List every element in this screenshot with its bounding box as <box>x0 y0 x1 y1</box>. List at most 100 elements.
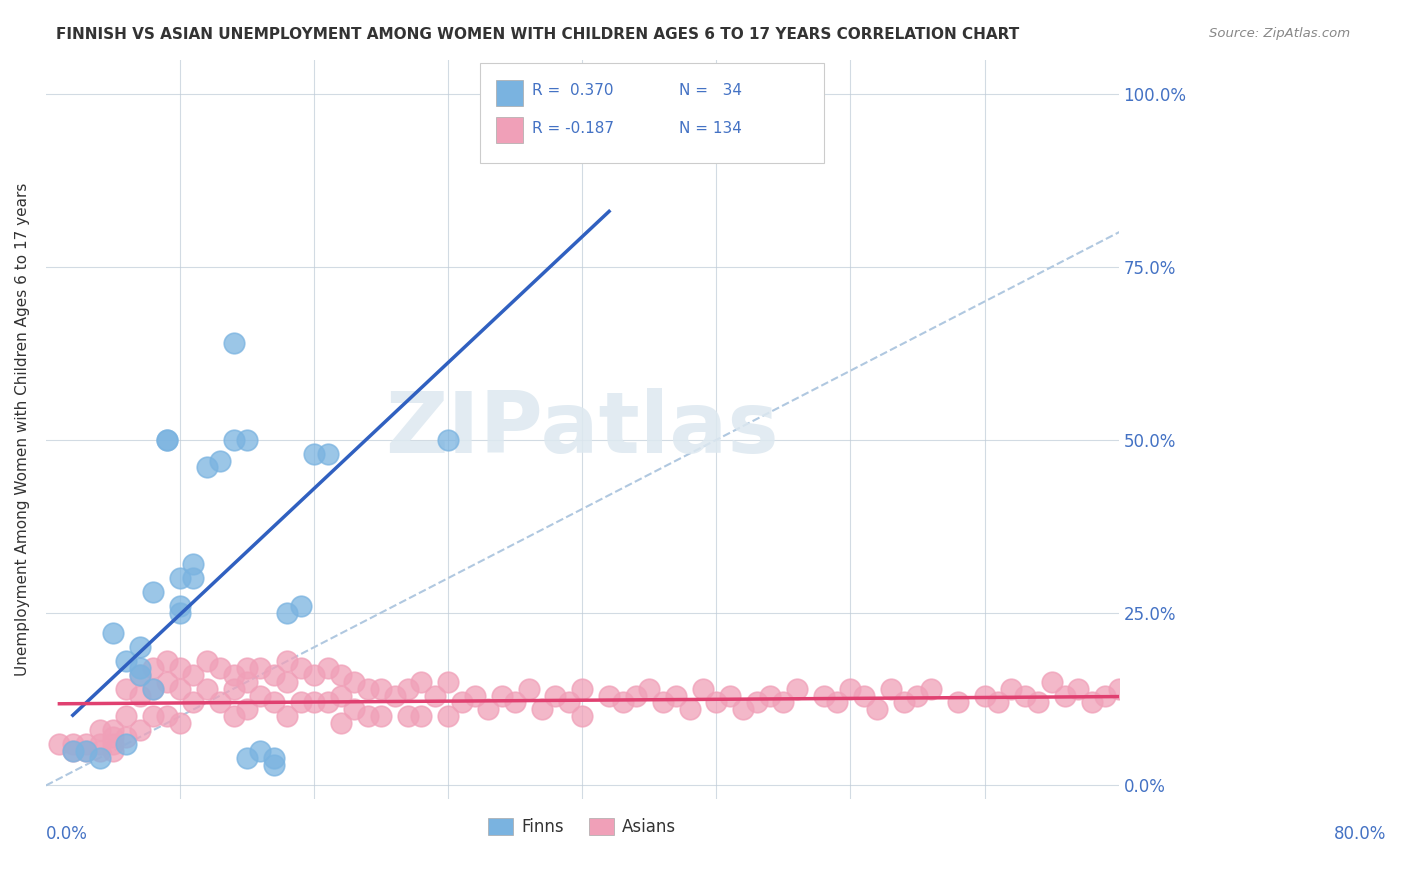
Point <box>48 737 70 751</box>
Point <box>1135 689 1157 703</box>
Text: 0.0%: 0.0% <box>46 825 87 843</box>
Point <box>128 668 150 682</box>
Point <box>128 723 150 738</box>
Point <box>222 433 245 447</box>
Point <box>437 674 460 689</box>
Point <box>169 716 191 731</box>
Point <box>209 453 232 467</box>
Point <box>1309 689 1331 703</box>
Point <box>384 689 406 703</box>
Point <box>343 674 366 689</box>
Point <box>236 702 259 716</box>
Point <box>115 681 138 696</box>
Point <box>1000 681 1022 696</box>
Point <box>62 744 84 758</box>
Point <box>75 737 97 751</box>
Point <box>638 681 661 696</box>
Point <box>450 696 472 710</box>
Point <box>343 702 366 716</box>
Point <box>704 696 727 710</box>
Point <box>370 709 392 723</box>
Point <box>946 696 969 710</box>
Point <box>249 689 271 703</box>
Point <box>558 696 581 710</box>
Point <box>612 696 634 710</box>
Point <box>236 674 259 689</box>
Point <box>169 571 191 585</box>
Point <box>222 709 245 723</box>
Point <box>142 661 165 675</box>
Bar <box>496 79 523 106</box>
Point <box>89 751 111 765</box>
Point <box>411 709 433 723</box>
Point <box>1295 702 1317 716</box>
Point <box>423 689 446 703</box>
Text: N =   34: N = 34 <box>679 83 742 98</box>
Point <box>142 585 165 599</box>
Point <box>302 668 325 682</box>
Point <box>169 606 191 620</box>
Point <box>128 668 150 682</box>
Point <box>745 696 768 710</box>
Point <box>879 681 901 696</box>
Legend: Finns, Asians: Finns, Asians <box>481 811 683 843</box>
Point <box>1201 696 1223 710</box>
Point <box>316 447 339 461</box>
Text: Source: ZipAtlas.com: Source: ZipAtlas.com <box>1209 27 1350 40</box>
Point <box>142 681 165 696</box>
FancyBboxPatch shape <box>481 63 824 163</box>
Text: FINNISH VS ASIAN UNEMPLOYMENT AMONG WOMEN WITH CHILDREN AGES 6 TO 17 YEARS CORRE: FINNISH VS ASIAN UNEMPLOYMENT AMONG WOME… <box>56 27 1019 42</box>
Point <box>222 681 245 696</box>
Point <box>115 709 138 723</box>
Point <box>263 668 285 682</box>
Point <box>411 674 433 689</box>
Point <box>115 654 138 668</box>
Point <box>290 696 312 710</box>
Point <box>825 696 848 710</box>
Point <box>1254 681 1277 696</box>
Point <box>156 674 179 689</box>
Point <box>195 654 218 668</box>
Point <box>866 702 889 716</box>
Point <box>396 681 419 696</box>
Point <box>290 661 312 675</box>
Point <box>329 668 352 682</box>
Point <box>718 689 741 703</box>
Text: N = 134: N = 134 <box>679 121 742 136</box>
Point <box>222 336 245 351</box>
Point <box>115 730 138 744</box>
Point <box>464 689 486 703</box>
Point <box>678 702 700 716</box>
Point <box>624 689 647 703</box>
Point <box>1188 689 1211 703</box>
Point <box>893 696 915 710</box>
Point <box>329 689 352 703</box>
Point <box>263 696 285 710</box>
Point <box>183 696 205 710</box>
Point <box>316 696 339 710</box>
Point <box>75 744 97 758</box>
Point <box>665 689 688 703</box>
Point <box>1081 696 1104 710</box>
Point <box>156 654 179 668</box>
Text: 80.0%: 80.0% <box>1334 825 1386 843</box>
Text: R = -0.187: R = -0.187 <box>531 121 614 136</box>
Point <box>503 696 526 710</box>
Point <box>598 128 620 143</box>
Point <box>62 744 84 758</box>
Point <box>357 681 380 696</box>
Point <box>733 702 755 716</box>
Point <box>1268 696 1291 710</box>
Point <box>1227 689 1250 703</box>
Point <box>839 681 862 696</box>
Point <box>276 606 298 620</box>
Point <box>1336 681 1358 696</box>
Point <box>101 744 124 758</box>
Point <box>209 661 232 675</box>
Point <box>598 128 620 143</box>
Point <box>531 702 554 716</box>
Point <box>128 661 150 675</box>
Bar <box>496 117 523 144</box>
Point <box>1161 696 1184 710</box>
Point <box>759 689 782 703</box>
